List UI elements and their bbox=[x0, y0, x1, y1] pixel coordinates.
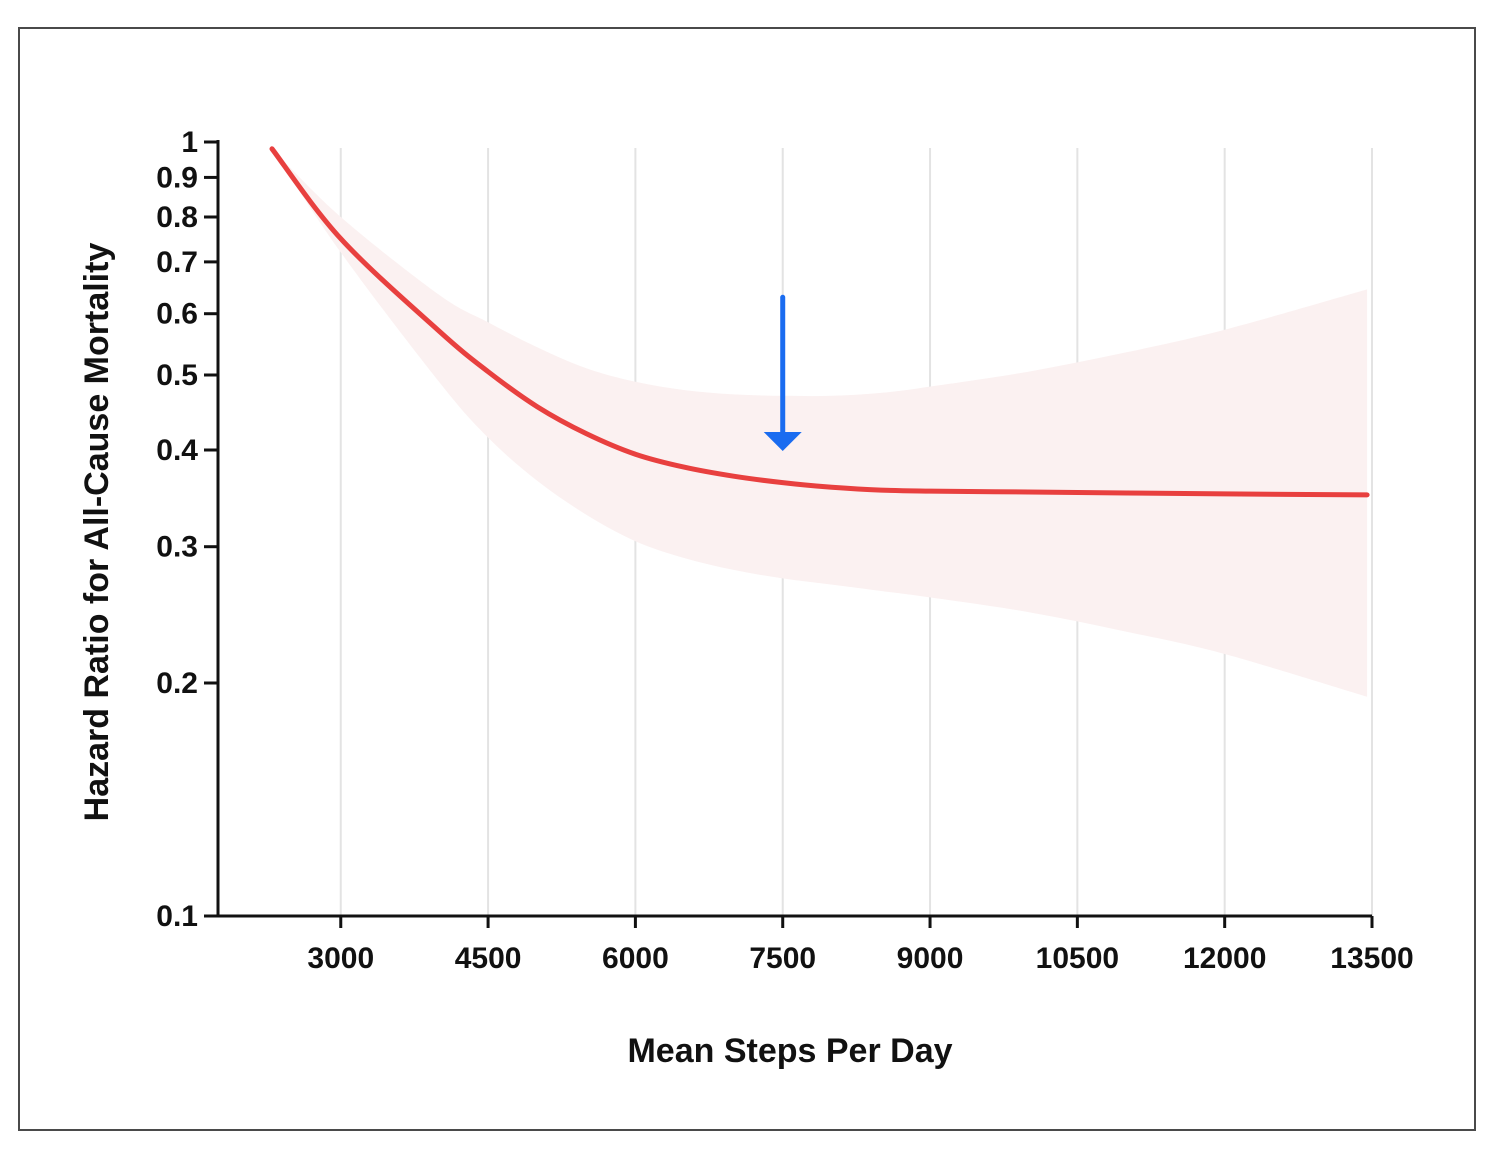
x-tick-label-6000: 6000 bbox=[602, 942, 669, 975]
y-tick-label-0.1: 0.1 bbox=[156, 900, 198, 933]
y-axis-title: Hazard Ratio for All-Cause Mortality bbox=[78, 243, 116, 822]
x-tick-label-12000: 12000 bbox=[1183, 942, 1266, 975]
x-tick-label-4500: 4500 bbox=[455, 942, 522, 975]
y-tick-label-0.8: 0.8 bbox=[156, 201, 198, 234]
y-tick-label-0.4: 0.4 bbox=[156, 434, 198, 467]
hazard-ratio-line bbox=[269, 146, 1370, 498]
x-tick-label-13500: 13500 bbox=[1330, 942, 1413, 975]
y-tick-label-1: 1 bbox=[181, 126, 198, 159]
y-tick-label-0.7: 0.7 bbox=[156, 246, 198, 279]
x-tick-label-3000: 3000 bbox=[307, 942, 374, 975]
y-tick-label-0.9: 0.9 bbox=[156, 161, 198, 194]
arrow-head-icon bbox=[763, 432, 802, 452]
annotations bbox=[763, 294, 802, 452]
y-tick-label-0.5: 0.5 bbox=[156, 359, 198, 392]
x-tick-label-10500: 10500 bbox=[1036, 942, 1119, 975]
confidence-band bbox=[272, 148, 1368, 697]
y-tick-label-0.2: 0.2 bbox=[156, 667, 198, 700]
y-tick-label-0.3: 0.3 bbox=[156, 531, 198, 564]
x-tick-label-7500: 7500 bbox=[749, 942, 816, 975]
axes bbox=[216, 140, 1372, 918]
y-tick-label-0.6: 0.6 bbox=[156, 298, 198, 331]
y-axis-ticks: 0.1 0.2 0.3 0.4 0.5 0.6 0.7 0.8 0.91 bbox=[156, 126, 218, 933]
x-tick-label-9000: 9000 bbox=[897, 942, 964, 975]
x-axis-ticks: 3000 4500 6000 7500 9000 10500 12000 13500 bbox=[307, 916, 1414, 975]
x-axis-title: Mean Steps Per Day bbox=[627, 1032, 952, 1070]
